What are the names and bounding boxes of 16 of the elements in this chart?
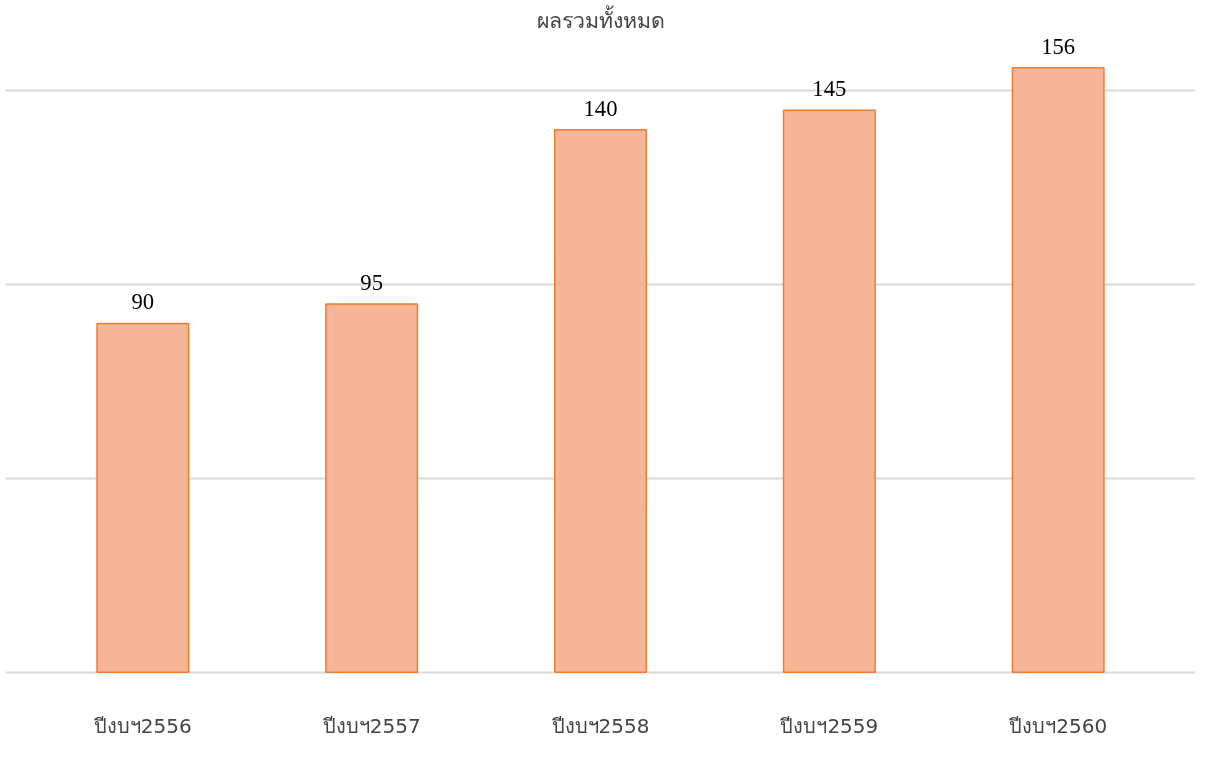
x-tick-label: ปีงบฯ2559 <box>780 713 879 738</box>
data-label: 95 <box>360 270 383 296</box>
bar <box>553 128 648 674</box>
bar <box>782 109 876 674</box>
bar <box>96 322 190 674</box>
data-label: 156 <box>1041 33 1076 59</box>
x-tick-label: ปีงบฯ2558 <box>551 713 650 738</box>
bar <box>325 303 419 674</box>
x-tick-label: ปีงบฯ2560 <box>1009 713 1108 738</box>
chart-title: ผลรวมทั้งหมด <box>536 4 665 33</box>
data-label: 140 <box>583 95 618 121</box>
data-label: 90 <box>131 289 155 315</box>
data-label: 145 <box>812 76 847 102</box>
x-tick-label: ปีงบฯ2557 <box>322 713 421 738</box>
bar <box>1011 66 1105 674</box>
x-tick-label: ปีงบฯ2556 <box>93 713 192 738</box>
